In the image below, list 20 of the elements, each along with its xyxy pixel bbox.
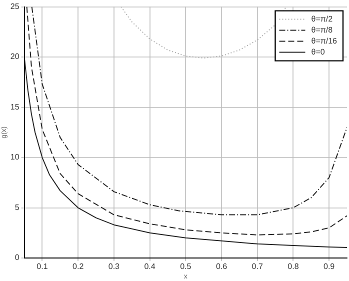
y-tick-label: 25 (10, 2, 20, 12)
y-tick-label: 10 (10, 152, 20, 162)
y-tick-label: 0 (14, 253, 20, 262)
line-series (120, 6, 287, 59)
legend-label: θ=π/8 (311, 26, 334, 35)
x-tick-label: 0.8 (288, 262, 300, 272)
x-tick-label: 0.9 (324, 262, 336, 272)
y-tick-label: 20 (10, 52, 20, 62)
y-tick-label: 5 (14, 202, 20, 212)
y-tick-label: 15 (10, 102, 20, 112)
x-tick-label: 0.7 (252, 262, 264, 272)
legend-label: θ=π/2 (311, 14, 334, 24)
x-tick-label: 0.4 (144, 262, 156, 272)
legend-label: θ=0 (311, 48, 326, 57)
legend-label: θ=π/16 (311, 36, 338, 46)
x-tick-label: 0.1 (36, 262, 48, 272)
x-tick-label: 0.2 (72, 262, 84, 272)
x-tick-label: 0.3 (108, 262, 120, 272)
x-tick-label: 0.6 (216, 262, 228, 272)
x-tick-label: 0.5 (180, 262, 192, 272)
